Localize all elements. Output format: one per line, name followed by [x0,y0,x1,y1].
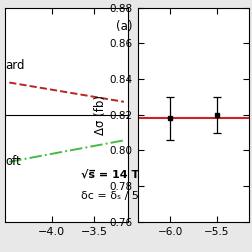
Text: (a): (a) [116,20,132,34]
Text: δᴄ = δₛ / 50: δᴄ = δₛ / 50 [81,191,146,201]
Text: ard: ard [5,59,24,72]
Text: oft: oft [5,155,21,168]
Text: √s̅ = 14 TeV: √s̅ = 14 TeV [81,170,154,180]
Y-axis label: Δσ (fb): Δσ (fb) [94,95,107,135]
